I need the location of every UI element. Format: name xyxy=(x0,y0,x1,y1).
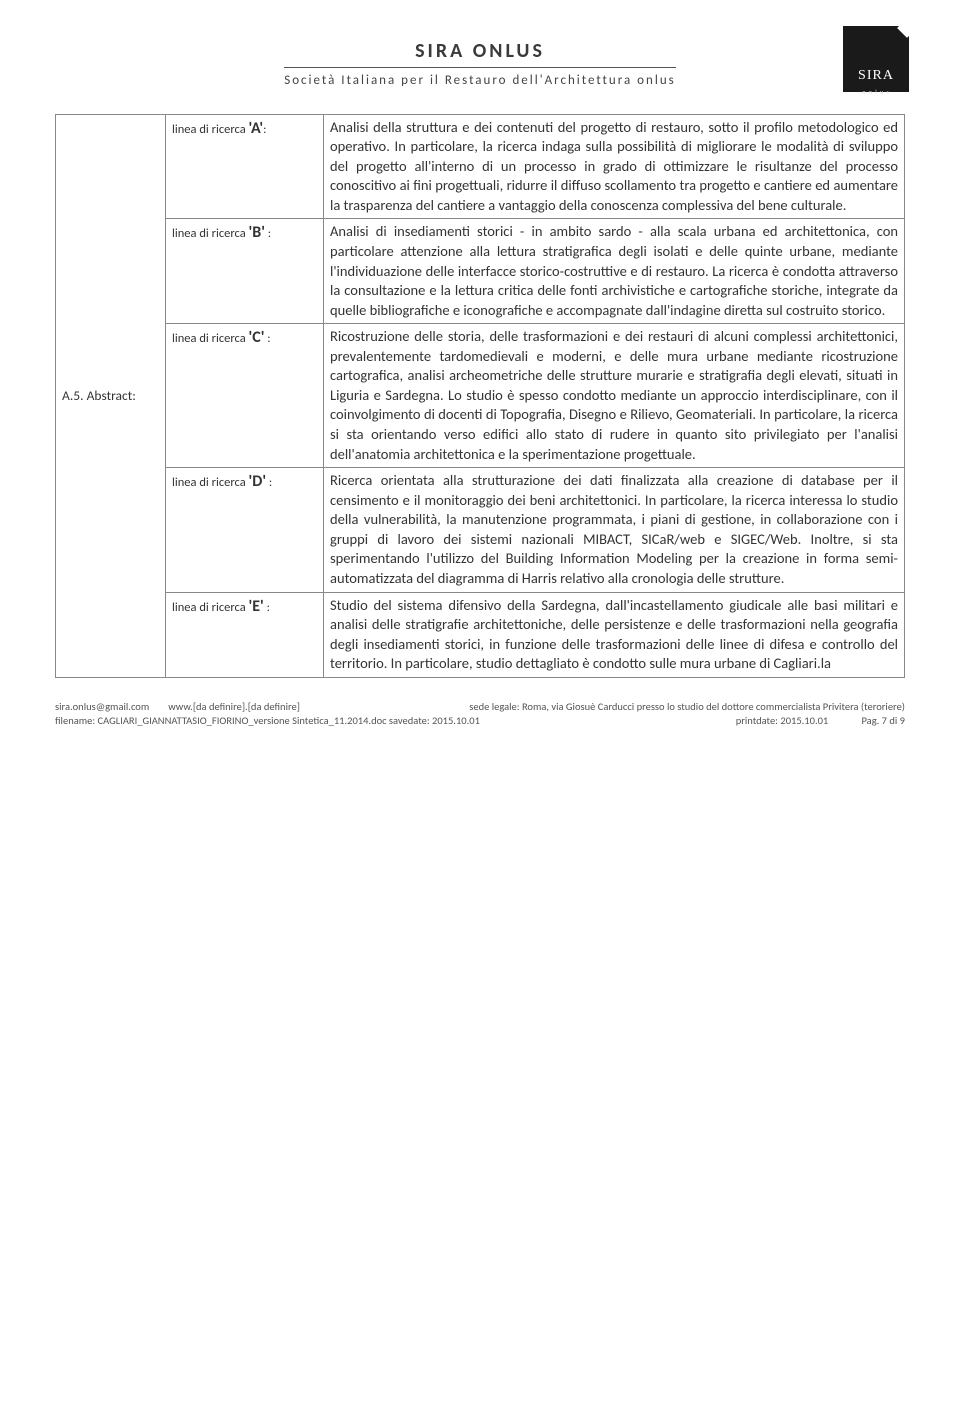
research-line-prefix: linea di ricerca xyxy=(172,600,249,615)
page-footer: sira.onlus@gmail.com www.[da definire].[… xyxy=(55,700,905,728)
research-line-prefix: linea di ricerca xyxy=(172,475,249,490)
table-row: linea di ricerca 'E' : Studio del sistem… xyxy=(56,592,905,677)
footer-filename: filename: CAGLIARI_GIANNATTASIO_FIORINO_… xyxy=(55,714,480,728)
research-line-text: Ricostruzione delle storia, delle trasfo… xyxy=(324,324,905,468)
footer-web: www.[da definire].[da definire] xyxy=(168,700,300,713)
footer-left: sira.onlus@gmail.com www.[da definire].[… xyxy=(55,700,300,714)
table-row: A.5. Abstract: linea di ricerca 'A': Ana… xyxy=(56,114,905,219)
logo-text: SIRA xyxy=(843,67,909,86)
research-line-text: Analisi di insediamenti storici - in amb… xyxy=(324,219,905,324)
footer-page: Pag. 7 di 9 xyxy=(861,714,905,727)
footer-email: sira.onlus@gmail.com xyxy=(55,700,149,713)
research-line-letter: 'A' xyxy=(249,119,264,138)
logo-subtext: o n l u s xyxy=(843,88,909,96)
research-line-letter: 'D' xyxy=(249,472,267,491)
logo-box: SIRA o n l u s xyxy=(843,26,909,92)
research-line-text: Studio del sistema difensivo della Sarde… xyxy=(324,592,905,677)
research-line-suffix: : xyxy=(265,226,271,241)
footer-sede: sede legale: Roma, via Giosuè Carducci p… xyxy=(469,700,905,714)
research-line-prefix: linea di ricerca xyxy=(172,331,249,346)
org-name: SIRA ONLUS xyxy=(55,38,905,65)
section-label: A.5. Abstract: xyxy=(62,387,136,404)
research-line-prefix: linea di ricerca xyxy=(172,226,249,241)
research-line-letter: 'C' xyxy=(249,328,265,347)
research-line-suffix: : xyxy=(264,331,270,346)
research-line-label-cell: linea di ricerca 'B' : xyxy=(166,219,324,324)
footer-right: printdate: 2015.10.01 Pag. 7 di 9 xyxy=(736,714,905,728)
research-line-label-cell: linea di ricerca 'C' : xyxy=(166,324,324,468)
research-line-label-cell: linea di ricerca 'D' : xyxy=(166,468,324,592)
research-line-letter: 'E' xyxy=(249,597,264,616)
research-line-label-cell: linea di ricerca 'E' : xyxy=(166,592,324,677)
logo: SIRA o n l u s xyxy=(843,26,915,108)
research-line-text: Analisi della struttura e dei contenuti … xyxy=(324,114,905,219)
footer-row: filename: CAGLIARI_GIANNATTASIO_FIORINO_… xyxy=(55,714,905,728)
table-row: linea di ricerca 'B' : Analisi di insedi… xyxy=(56,219,905,324)
abstract-table: A.5. Abstract: linea di ricerca 'A': Ana… xyxy=(55,114,905,678)
logo-diamond-icon xyxy=(897,18,917,38)
org-subtitle: Società Italiana per il Restauro dell'Ar… xyxy=(284,67,676,90)
research-line-suffix: : xyxy=(266,475,272,490)
research-line-text: Ricerca orientata alla strutturazione de… xyxy=(324,468,905,592)
research-line-letter: 'B' xyxy=(249,223,265,242)
section-label-cell: A.5. Abstract: xyxy=(56,114,166,677)
footer-printdate: printdate: 2015.10.01 xyxy=(736,714,829,727)
header-text: SIRA ONLUS Società Italiana per il Resta… xyxy=(55,38,905,90)
research-line-suffix: : xyxy=(263,122,266,137)
footer-row: sira.onlus@gmail.com www.[da definire].[… xyxy=(55,700,905,714)
research-line-label-cell: linea di ricerca 'A': xyxy=(166,114,324,219)
table-row: linea di ricerca 'D' : Ricerca orientata… xyxy=(56,468,905,592)
page-header: SIRA ONLUS Società Italiana per il Resta… xyxy=(55,38,905,90)
table-row: linea di ricerca 'C' : Ricostruzione del… xyxy=(56,324,905,468)
research-line-prefix: linea di ricerca xyxy=(172,122,249,137)
research-line-suffix: : xyxy=(264,600,270,615)
